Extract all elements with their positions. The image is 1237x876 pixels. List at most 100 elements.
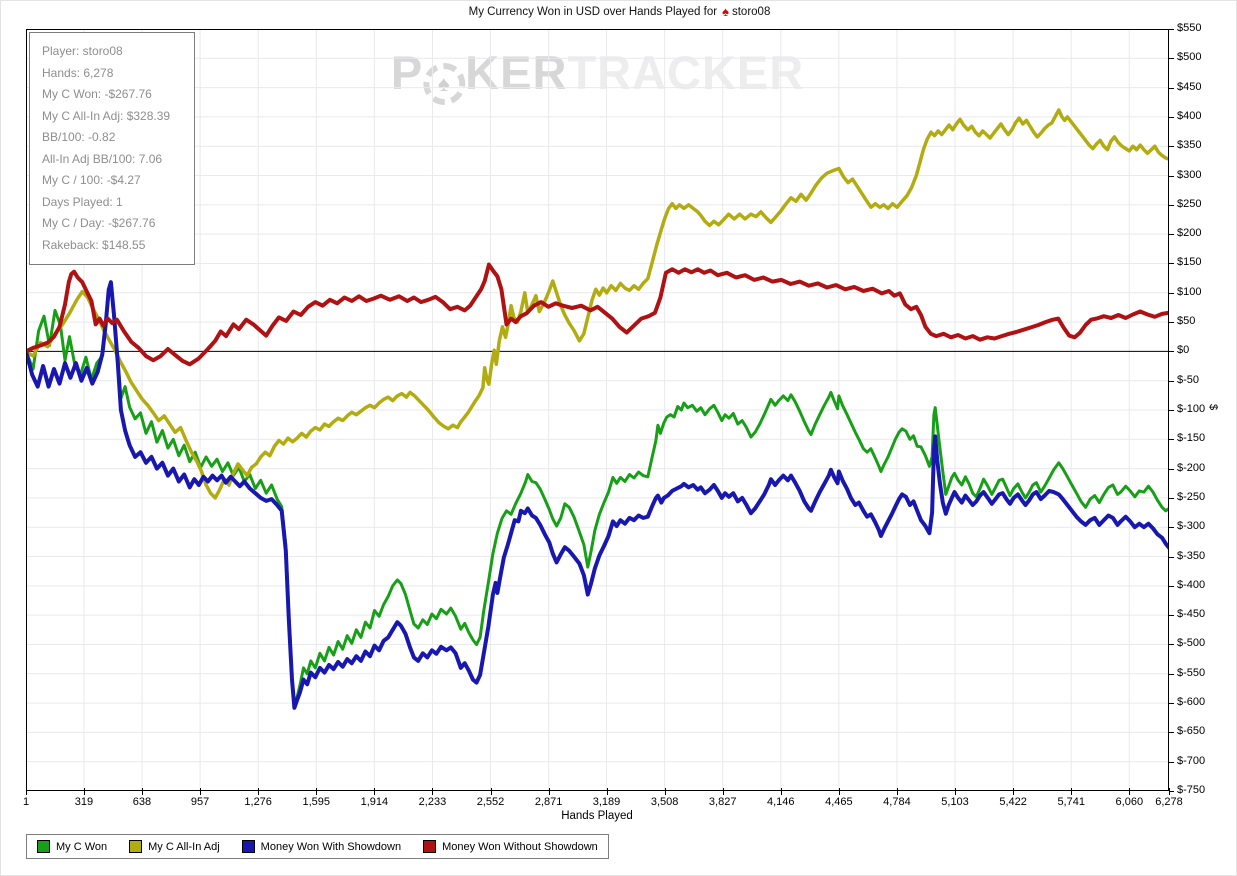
y-axis-tick (1169, 527, 1174, 529)
x-axis-tick (316, 788, 318, 795)
y-axis-tick (1169, 791, 1174, 792)
legend-item-my-c-all-in-adj: My C All-In Adj (129, 840, 220, 853)
y-tick-label: $-50 (1177, 373, 1200, 386)
x-axis-tick (780, 788, 782, 795)
watermark-text-ker: KER (465, 46, 568, 99)
legend-label: Money Won Without Showdown (442, 840, 598, 853)
x-tick-label: 4,146 (767, 796, 795, 808)
watermark-text-p: P (390, 46, 424, 99)
x-axis-tick (432, 788, 434, 795)
legend-item-my-c-won: My C Won (37, 840, 107, 853)
x-tick-label: 1,595 (302, 796, 331, 808)
y-axis-tick (1169, 234, 1174, 236)
y-tick-label: $-200 (1177, 461, 1206, 474)
poker-chip-icon: ♠ (423, 63, 466, 105)
y-axis-tick (1169, 87, 1174, 89)
y-tick-label: $50 (1177, 315, 1196, 328)
y-tick-label: $-550 (1177, 666, 1206, 679)
x-tick-label: 1,914 (360, 796, 389, 808)
y-tick-label: $-300 (1177, 520, 1206, 533)
y-axis-tick (1169, 703, 1174, 705)
y-axis-tick (1169, 439, 1174, 441)
y-axis-tick (1169, 410, 1174, 411)
y-tick-label: $-150 (1177, 432, 1206, 445)
legend-swatch-icon (241, 840, 255, 853)
x-tick-label: 2,233 (418, 796, 447, 808)
legend-swatch-icon (129, 840, 143, 853)
y-axis-tick (1169, 380, 1174, 382)
x-axis-tick (258, 788, 260, 795)
x-axis-tick (1129, 788, 1131, 795)
legend-label: My C Won (56, 840, 108, 853)
legend-label: My C All-In Adj (148, 840, 220, 853)
info-box-line: BB/100: -0.82 (42, 130, 116, 144)
stats-info-box: Player: storo08 Hands: 6,278 My C Won: -$2… (29, 32, 195, 265)
x-tick-label: 319 (74, 796, 94, 808)
pokerstars-spade-icon: ♠ (722, 4, 729, 19)
x-tick-label: 5,103 (941, 796, 969, 808)
y-axis-tick (1169, 615, 1174, 617)
y-axis-tick (1169, 58, 1174, 60)
y-tick-label: $-250 (1177, 490, 1206, 503)
chart-title-text: My Currency Won in USD over Hands Played… (468, 6, 718, 18)
x-tick-label: 5,422 (999, 796, 1027, 808)
y-tick-label: $-600 (1177, 696, 1206, 709)
y-tick-label: $450 (1177, 80, 1202, 93)
legend: My C Won My C All-In Adj Money Won With Sh… (26, 834, 609, 859)
x-axis-tick (1013, 788, 1015, 795)
y-tick-label: $-450 (1177, 608, 1206, 621)
y-tick-label: $400 (1177, 109, 1202, 122)
legend-item-money-won-with-showdown: Money Won With Showdown (241, 840, 402, 853)
x-tick-label: 638 (132, 796, 152, 808)
info-box-line: My C / 100: -$4.27 (42, 173, 141, 187)
y-axis-tick (1169, 204, 1174, 206)
info-box-line: My C All-In Adj: $328.39 (42, 108, 171, 123)
x-tick-label: 1,276 (244, 796, 272, 808)
y-tick-label: $-750 (1177, 784, 1206, 796)
x-tick-label: 2,871 (534, 796, 563, 808)
y-tick-label: $-400 (1177, 578, 1206, 591)
y-axis-title: $ (1207, 403, 1220, 411)
y-tick-label: $-700 (1177, 754, 1206, 767)
x-axis-tick (664, 788, 666, 795)
legend-label: Money Won With Showdown (260, 840, 402, 853)
x-axis-tick (1071, 788, 1073, 795)
x-tick-label: 3,508 (650, 796, 679, 808)
y-axis-tick (1169, 292, 1174, 294)
x-axis-tick (490, 788, 492, 795)
y-axis-tick (1169, 29, 1174, 30)
x-axis-tick (374, 788, 376, 795)
x-tick-label: 6,278 (1155, 796, 1183, 808)
y-tick-label: $0 (1177, 344, 1190, 357)
y-axis-tick (1169, 116, 1174, 118)
info-box-line: Player: storo08 (42, 44, 123, 58)
x-tick-label: 1 (22, 796, 30, 808)
x-axis-tick (1169, 788, 1170, 795)
y-tick-label: $150 (1177, 256, 1202, 269)
y-axis-tick (1169, 468, 1174, 470)
x-tick-label: 957 (190, 796, 210, 808)
x-axis-tick (200, 788, 202, 795)
x-axis-tick (548, 788, 550, 795)
plot-border (26, 29, 1169, 791)
x-tick-label: 3,827 (708, 796, 737, 808)
x-tick-label: 6,060 (1115, 796, 1144, 808)
y-axis-tick (1169, 146, 1174, 148)
y-axis-tick (1169, 732, 1174, 734)
x-axis-tick (141, 788, 143, 795)
x-tick-label: 2,552 (476, 796, 505, 808)
plot-area: P ♠ KERTRACKER (26, 29, 1169, 791)
legend-swatch-icon (423, 840, 437, 853)
x-tick-label: 5,741 (1057, 796, 1085, 808)
info-box-line: My C Won: -$267.76 (42, 87, 152, 101)
y-tick-label: $-500 (1177, 637, 1206, 650)
chart-title-player: storo08 (731, 6, 771, 18)
y-tick-label: $250 (1177, 197, 1202, 210)
y-tick-label: $500 (1177, 51, 1202, 64)
info-box-line: Rakeback: $148.55 (42, 237, 146, 252)
series-line-money-won-without-showdown (26, 262, 1169, 367)
info-box-line: Hands: 6,278 (42, 65, 114, 80)
y-axis-tick (1169, 585, 1174, 587)
legend-item-money-won-without-showdown: Money Won Without Showdown (423, 840, 598, 853)
